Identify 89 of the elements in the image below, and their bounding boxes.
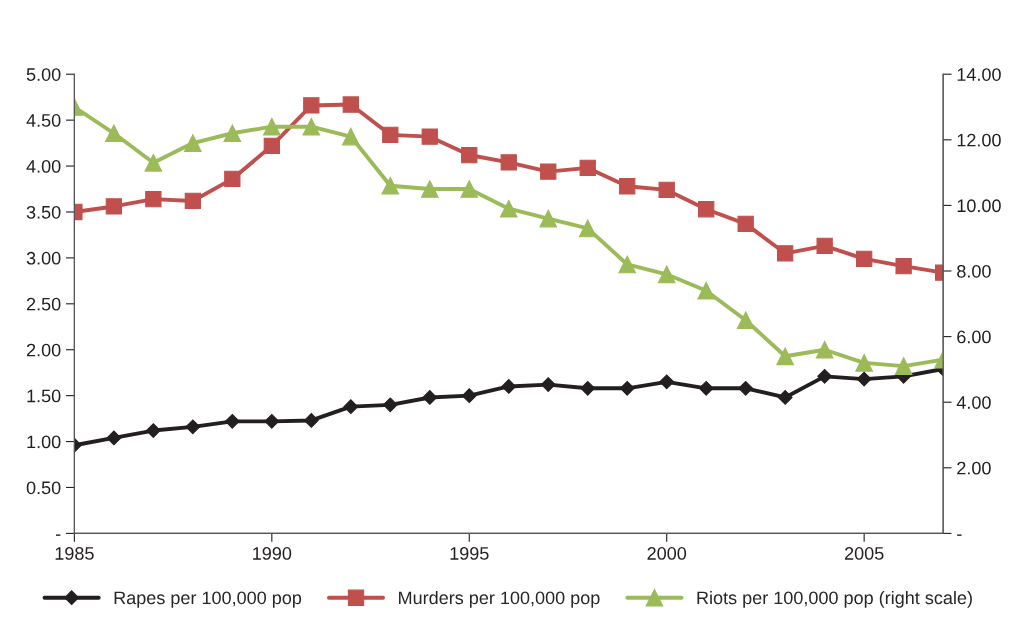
- point: [736, 311, 755, 330]
- point: [303, 97, 320, 114]
- point: [540, 163, 557, 180]
- x-tick-label: 2005: [844, 547, 884, 560]
- point: [580, 380, 596, 396]
- point: [105, 124, 123, 143]
- point: [342, 96, 359, 113]
- point: [183, 134, 202, 152]
- point: [855, 250, 873, 267]
- point: [460, 180, 479, 198]
- point: [421, 128, 438, 145]
- point: [659, 374, 675, 390]
- y-tick-label: 4.00: [26, 159, 61, 173]
- x-tick-label: 2000: [647, 547, 687, 560]
- point: [737, 215, 754, 233]
- legend-label: Riots per 100,000 pop (right scale): [697, 590, 972, 608]
- legend-label: Rapes per 100,000 pop: [114, 591, 302, 608]
- y-tick-label: 2.00: [26, 343, 61, 357]
- y2-tick-label: 8.00: [957, 264, 991, 278]
- point: [697, 281, 716, 300]
- y-tick-label: 0.50: [26, 481, 61, 495]
- y-tick-label: 2.50: [26, 297, 61, 311]
- point: [658, 181, 675, 199]
- point: [263, 137, 280, 155]
- point: [855, 353, 873, 372]
- point: [776, 347, 795, 366]
- y-tick-label: -: [55, 534, 61, 536]
- point: [777, 390, 793, 405]
- point: [540, 377, 556, 393]
- point: [262, 117, 281, 136]
- point: [302, 117, 321, 136]
- point: [461, 388, 477, 404]
- point: [894, 357, 913, 375]
- point: [144, 153, 163, 172]
- y2-tick-label: 14.00: [957, 68, 1001, 81]
- y-tick-label: 5.00: [26, 68, 61, 81]
- point: [619, 380, 635, 396]
- x-tick-label: 1995: [450, 547, 489, 560]
- point: [539, 209, 558, 228]
- point: [145, 423, 161, 438]
- point: [106, 430, 122, 446]
- point: [264, 413, 280, 429]
- point: [501, 379, 517, 394]
- point: [856, 371, 872, 387]
- y-tick-label: 3.50: [26, 205, 61, 219]
- point: [422, 390, 438, 405]
- point: [815, 340, 834, 359]
- point: [777, 245, 794, 262]
- point: [657, 265, 676, 284]
- point: [579, 159, 596, 177]
- point: [500, 154, 517, 171]
- point: [343, 399, 359, 415]
- point: [105, 198, 123, 215]
- point: [816, 237, 833, 255]
- y2-tick-label: 4.00: [956, 396, 991, 409]
- point: [341, 127, 360, 146]
- x-tick-label: 1985: [55, 547, 94, 560]
- y-tick-label: 3.00: [26, 251, 61, 265]
- legend-label: Murders per 100,000 pop: [399, 590, 600, 608]
- y2-tick-label: -: [957, 534, 962, 536]
- y2-tick-label: 10.00: [957, 199, 1001, 213]
- point: [145, 190, 162, 208]
- point: [381, 176, 400, 195]
- y2-tick-label: 6.00: [957, 330, 991, 344]
- point: [184, 192, 201, 210]
- point: [698, 201, 715, 218]
- point: [382, 126, 399, 143]
- point: [618, 255, 637, 274]
- point: [738, 380, 754, 396]
- point: [578, 219, 597, 238]
- point: [895, 258, 912, 275]
- point: [223, 124, 242, 143]
- point: [224, 170, 241, 188]
- y-tick-label: 1.00: [27, 435, 61, 449]
- x-tick-label: 1990: [253, 547, 292, 560]
- point: [499, 199, 518, 218]
- y2-tick-label: 2.00: [957, 461, 991, 475]
- point: [224, 413, 240, 429]
- point: [303, 413, 319, 428]
- point: [420, 180, 439, 198]
- y2-tick-label: 12.00: [957, 133, 1001, 147]
- point: [461, 146, 478, 164]
- y-tick-label: 4.50: [26, 114, 61, 127]
- y-tick-label: 1.50: [27, 389, 61, 403]
- point: [619, 178, 636, 195]
- point: [382, 397, 398, 413]
- point: [817, 368, 833, 384]
- point: [185, 419, 201, 435]
- point: [698, 380, 714, 396]
